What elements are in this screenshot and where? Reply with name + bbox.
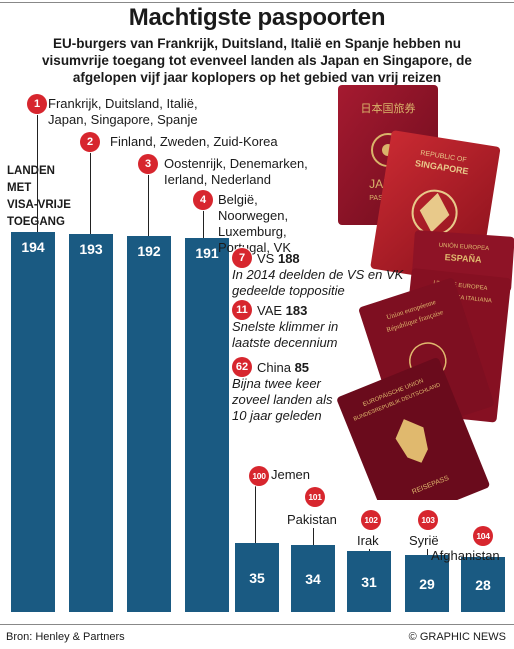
leader-line [203,210,204,238]
bar-top-1: 194 [11,231,55,612]
passports-illustration: 日本国旅券 JAPAN PASSPORT REPUBLIC OF SINGAPO… [337,85,514,500]
leader-line [148,174,149,236]
germany-passport-icon: EUROPÄISCHE UNION BUNDESREPUBLIK DEUTSCH… [337,358,490,500]
annotation-value: 85 [294,360,310,375]
bar-bottom-5: 28 [461,557,505,612]
bar-value-label: 35 [249,569,265,586]
bar-bottom-2: 34 [291,545,335,612]
rank-badge: 103 [418,510,438,530]
annotation-note: Bijna twee keer zoveel landen als 10 jaa… [232,376,333,423]
japan-passport-text: 日本国旅券 [361,101,416,115]
country-label: Irak [357,533,379,548]
rank-badge: 3 [138,154,158,174]
bar-value-label: 194 [21,238,45,255]
bar-value-label: 191 [195,244,219,261]
annotation-country: VS [257,251,278,266]
bottom-rule [0,624,514,625]
source-note: Bron: Henley & Partners [6,631,125,643]
annotation-value: 188 [277,251,300,266]
rank-badge: 100 [249,466,269,486]
annotation-country: China [257,360,295,375]
leader-line [255,486,256,544]
leader-line [90,152,91,234]
rank-badge: 2 [80,132,100,152]
leader-line [369,549,370,552]
spain-passport-text: ESPAÑA [444,252,482,265]
bar-value-label: 28 [475,577,491,594]
annotation-value: 183 [285,303,308,318]
spain-passport-top: UNIÓN EUROPEA [439,242,490,252]
rank-badge: 1 [27,94,47,114]
annotation: VS 188 In 2014 deelden de VS en VK gedeel… [232,251,407,299]
country-label: Finland, Zweden, Zuid-Korea [110,134,278,149]
bar-bottom-3: 31 [347,551,391,612]
bar-top-4: 191 [185,237,229,612]
rank-badge: 62 [232,357,252,377]
bar-top-2: 193 [69,233,113,612]
country-label: België, Noorwegen, Luxemburg, Portugal, … [218,192,291,255]
bar-value-label: 29 [419,575,435,592]
rank-badge: 104 [473,526,493,546]
leader-line [313,528,314,546]
bar-value-label: 193 [79,240,103,257]
annotation: China 85 Bijna twee keer zoveel landen al… [232,360,343,424]
annotation-note: In 2014 deelden de VS en VK gedeelde top… [232,267,404,298]
chart-subtitle: EU-burgers van Frankrijk, Duitsland, Ita… [42,36,472,85]
rank-badge: 7 [232,248,252,268]
y-axis-label: LANDEN MET VISA-VRIJE TOEGANG [7,165,71,228]
bar-bottom-4: 29 [405,555,449,612]
annotation-country: VAE [257,303,286,318]
leader-line [427,549,428,556]
credit-note: © GRAPHIC NEWS [408,631,506,643]
rank-badge: 101 [305,487,325,507]
italy-passport-top: UNIONE EUROPEA [433,280,488,292]
country-label: Afghanistan [431,548,500,563]
annotation: VAE 183 Snelste klimmer in laatste decenn… [232,303,367,351]
bar-bottom-1: 35 [235,543,279,612]
rank-badge: 102 [361,510,381,530]
bar-value-label: 34 [305,570,321,587]
country-label: Frankrijk, Duitsland, Italië, Japan, Sin… [48,96,198,127]
rank-badge: 11 [232,300,252,320]
bar-value-label: 192 [137,242,161,259]
rank-badge: 4 [193,190,213,210]
country-label: Pakistan [287,512,337,527]
leader-line [37,114,38,232]
bar-value-label: 31 [361,573,377,590]
chart-title: Machtigste paspoorten [128,4,386,31]
country-label: Jemen [271,467,311,482]
country-label: Syrië [409,533,439,548]
top-rule [0,2,514,3]
bar-top-3: 192 [127,235,171,612]
annotation-note: Snelste klimmer in laatste decennium [232,319,339,350]
country-label: Oostenrijk, Denemarken, Ierland, Nederla… [164,156,308,187]
